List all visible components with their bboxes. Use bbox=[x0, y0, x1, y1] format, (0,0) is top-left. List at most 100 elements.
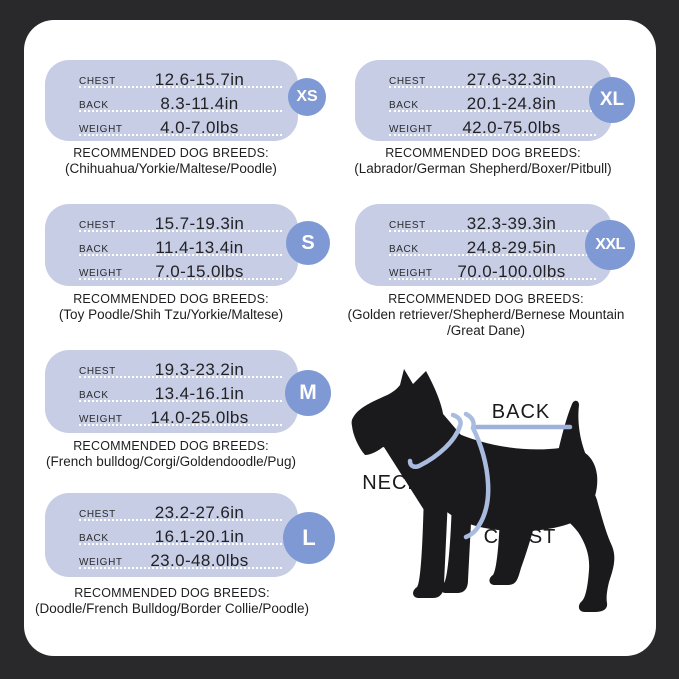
dotted-leader-line bbox=[389, 278, 596, 280]
measurement-row-weight: WEIGHT 42.0-75.0lbs bbox=[355, 116, 612, 140]
size-card-l: CHEST 23.2-27.6in BACK 16.1-20.1in WEIGH… bbox=[45, 493, 298, 577]
measurement-row-chest: CHEST 27.6-32.3in bbox=[355, 68, 612, 92]
breeds-heading: RECOMMENDED DOG BREEDS: bbox=[388, 292, 584, 306]
breeds-heading: RECOMMENDED DOG BREEDS: bbox=[385, 146, 581, 160]
dotted-leader-line bbox=[79, 110, 282, 112]
white-panel: CHEST 12.6-15.7in BACK 8.3-11.4in WEIGHT… bbox=[24, 20, 656, 656]
neck-label: NECK bbox=[362, 472, 422, 494]
size-badge-xxl: XXL bbox=[585, 220, 635, 270]
size-card-xxl: CHEST 32.3-39.3in BACK 24.8-29.5in WEIGH… bbox=[355, 204, 612, 286]
back-value: 13.4-16.1in bbox=[154, 384, 245, 403]
dotted-leader-line bbox=[79, 254, 282, 256]
chest-value: 27.6-32.3in bbox=[466, 70, 557, 89]
dotted-leader-line bbox=[79, 134, 282, 136]
dotted-leader-line bbox=[79, 543, 282, 545]
measurement-row-weight: WEIGHT 23.0-48.0lbs bbox=[45, 549, 298, 573]
measurement-row-back: BACK 16.1-20.1in bbox=[45, 525, 298, 549]
breeds-heading: RECOMMENDED DOG BREEDS: bbox=[73, 292, 269, 306]
chest-value: 19.3-23.2in bbox=[154, 360, 245, 379]
breeds-list: (Golden retriever/Shepherd/Bernese Mount… bbox=[347, 307, 625, 338]
breeds-block-xl: RECOMMENDED DOG BREEDS: (Labrador/German… bbox=[338, 146, 628, 177]
breeds-heading: RECOMMENDED DOG BREEDS: bbox=[73, 146, 269, 160]
weight-value: 14.0-25.0lbs bbox=[150, 408, 249, 427]
measurement-row-chest: CHEST 23.2-27.6in bbox=[45, 501, 298, 525]
dotted-leader-line bbox=[79, 567, 282, 569]
breeds-block-s: RECOMMENDED DOG BREEDS: (Toy Poodle/Shih… bbox=[26, 292, 316, 323]
size-card-s: CHEST 15.7-19.3in BACK 11.4-13.4in WEIGH… bbox=[45, 204, 298, 286]
row-label-back: BACK bbox=[79, 244, 109, 255]
size-badge-s: S bbox=[286, 221, 330, 265]
measurement-row-chest: CHEST 19.3-23.2in bbox=[45, 358, 298, 382]
breeds-list: (French bulldog/Corgi/Goldendoodle/Pug) bbox=[46, 454, 296, 469]
weight-value: 23.0-48.0lbs bbox=[150, 551, 249, 570]
dotted-leader-line bbox=[79, 278, 282, 280]
row-label-back: BACK bbox=[79, 390, 109, 401]
dog-measurement-diagram bbox=[340, 358, 660, 658]
measurement-row-back: BACK 8.3-11.4in bbox=[45, 92, 298, 116]
measurement-row-chest: CHEST 12.6-15.7in bbox=[45, 68, 298, 92]
breeds-block-m: RECOMMENDED DOG BREEDS: (French bulldog/… bbox=[26, 439, 316, 470]
weight-value: 4.0-7.0lbs bbox=[160, 118, 239, 137]
measurement-row-back: BACK 11.4-13.4in bbox=[45, 236, 298, 260]
breeds-block-xs: RECOMMENDED DOG BREEDS: (Chihuahua/Yorki… bbox=[26, 146, 316, 177]
row-label-chest: CHEST bbox=[389, 220, 426, 231]
measurement-row-weight: WEIGHT 70.0-100.0lbs bbox=[355, 260, 612, 284]
weight-value: 7.0-15.0lbs bbox=[155, 262, 244, 281]
dotted-leader-line bbox=[389, 254, 596, 256]
size-badge-m: M bbox=[285, 370, 331, 416]
chest-value: 23.2-27.6in bbox=[154, 503, 245, 522]
back-value: 24.8-29.5in bbox=[466, 238, 557, 257]
measurement-row-weight: WEIGHT 7.0-15.0lbs bbox=[45, 260, 298, 284]
chest-value: 32.3-39.3in bbox=[466, 214, 557, 233]
weight-value: 70.0-100.0lbs bbox=[457, 262, 566, 281]
row-label-weight: WEIGHT bbox=[79, 124, 123, 135]
harness-neck-strap bbox=[407, 412, 463, 470]
row-label-weight: WEIGHT bbox=[389, 124, 433, 135]
chest-label: CHEST bbox=[483, 526, 557, 548]
back-value: 11.4-13.4in bbox=[155, 238, 244, 257]
row-label-back: BACK bbox=[389, 100, 419, 111]
measurement-row-back: BACK 13.4-16.1in bbox=[45, 382, 298, 406]
row-label-chest: CHEST bbox=[79, 509, 116, 520]
breeds-list: (Labrador/German Shepherd/Boxer/Pitbull) bbox=[354, 161, 612, 176]
dotted-leader-line bbox=[79, 376, 282, 378]
measurement-row-chest: CHEST 32.3-39.3in bbox=[355, 212, 612, 236]
breeds-block-xxl: RECOMMENDED DOG BREEDS: (Golden retrieve… bbox=[338, 292, 634, 339]
row-label-chest: CHEST bbox=[79, 220, 116, 231]
back-value: 8.3-11.4in bbox=[160, 94, 239, 113]
dotted-leader-line bbox=[79, 519, 282, 521]
row-label-weight: WEIGHT bbox=[79, 268, 123, 279]
dotted-leader-line bbox=[389, 230, 596, 232]
dotted-leader-line bbox=[79, 400, 282, 402]
back-value: 20.1-24.8in bbox=[466, 94, 557, 113]
weight-value: 42.0-75.0lbs bbox=[462, 118, 561, 137]
row-label-chest: CHEST bbox=[79, 76, 116, 87]
measurement-row-weight: WEIGHT 14.0-25.0lbs bbox=[45, 406, 298, 430]
dotted-leader-line bbox=[389, 86, 596, 88]
row-label-weight: WEIGHT bbox=[79, 414, 123, 425]
measurement-row-back: BACK 24.8-29.5in bbox=[355, 236, 612, 260]
row-label-weight: WEIGHT bbox=[389, 268, 433, 279]
breeds-list: (Chihuahua/Yorkie/Maltese/Poodle) bbox=[65, 161, 277, 176]
breeds-list: (Toy Poodle/Shih Tzu/Yorkie/Maltese) bbox=[58, 307, 284, 322]
row-label-back: BACK bbox=[389, 244, 419, 255]
back-label: BACK bbox=[491, 401, 551, 423]
breeds-list: (Doodle/French Bulldog/Border Collie/Poo… bbox=[35, 601, 309, 616]
breeds-block-l: RECOMMENDED DOG BREEDS: (Doodle/French B… bbox=[24, 586, 320, 617]
measurement-row-back: BACK 20.1-24.8in bbox=[355, 92, 612, 116]
measurement-row-chest: CHEST 15.7-19.3in bbox=[45, 212, 298, 236]
size-card-m: CHEST 19.3-23.2in BACK 13.4-16.1in WEIGH… bbox=[45, 350, 298, 433]
row-label-back: BACK bbox=[79, 533, 109, 544]
dotted-leader-line bbox=[79, 86, 282, 88]
row-label-chest: CHEST bbox=[389, 76, 426, 87]
breeds-heading: RECOMMENDED DOG BREEDS: bbox=[74, 586, 270, 600]
chest-value: 15.7-19.3in bbox=[154, 214, 245, 233]
size-badge-xs: XS bbox=[288, 78, 326, 116]
row-label-weight: WEIGHT bbox=[79, 557, 123, 568]
dotted-leader-line bbox=[389, 134, 596, 136]
back-value: 16.1-20.1in bbox=[154, 527, 245, 546]
dotted-leader-line bbox=[79, 230, 282, 232]
size-badge-xl: XL bbox=[589, 77, 635, 123]
row-label-back: BACK bbox=[79, 100, 109, 111]
